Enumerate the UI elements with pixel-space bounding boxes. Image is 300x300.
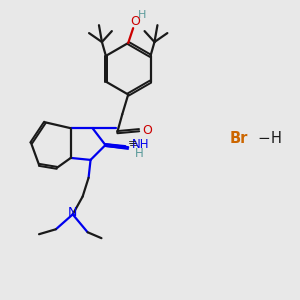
Text: H: H [138, 10, 146, 20]
Text: −: − [257, 130, 270, 146]
Text: H: H [135, 148, 143, 160]
Text: Br: Br [229, 130, 248, 146]
Text: =: = [128, 140, 138, 150]
Text: N: N [68, 206, 77, 219]
Text: =: = [128, 138, 137, 148]
Text: H: H [271, 130, 282, 146]
Text: O: O [142, 124, 152, 137]
Text: NH: NH [132, 138, 150, 151]
Text: O: O [130, 15, 140, 28]
